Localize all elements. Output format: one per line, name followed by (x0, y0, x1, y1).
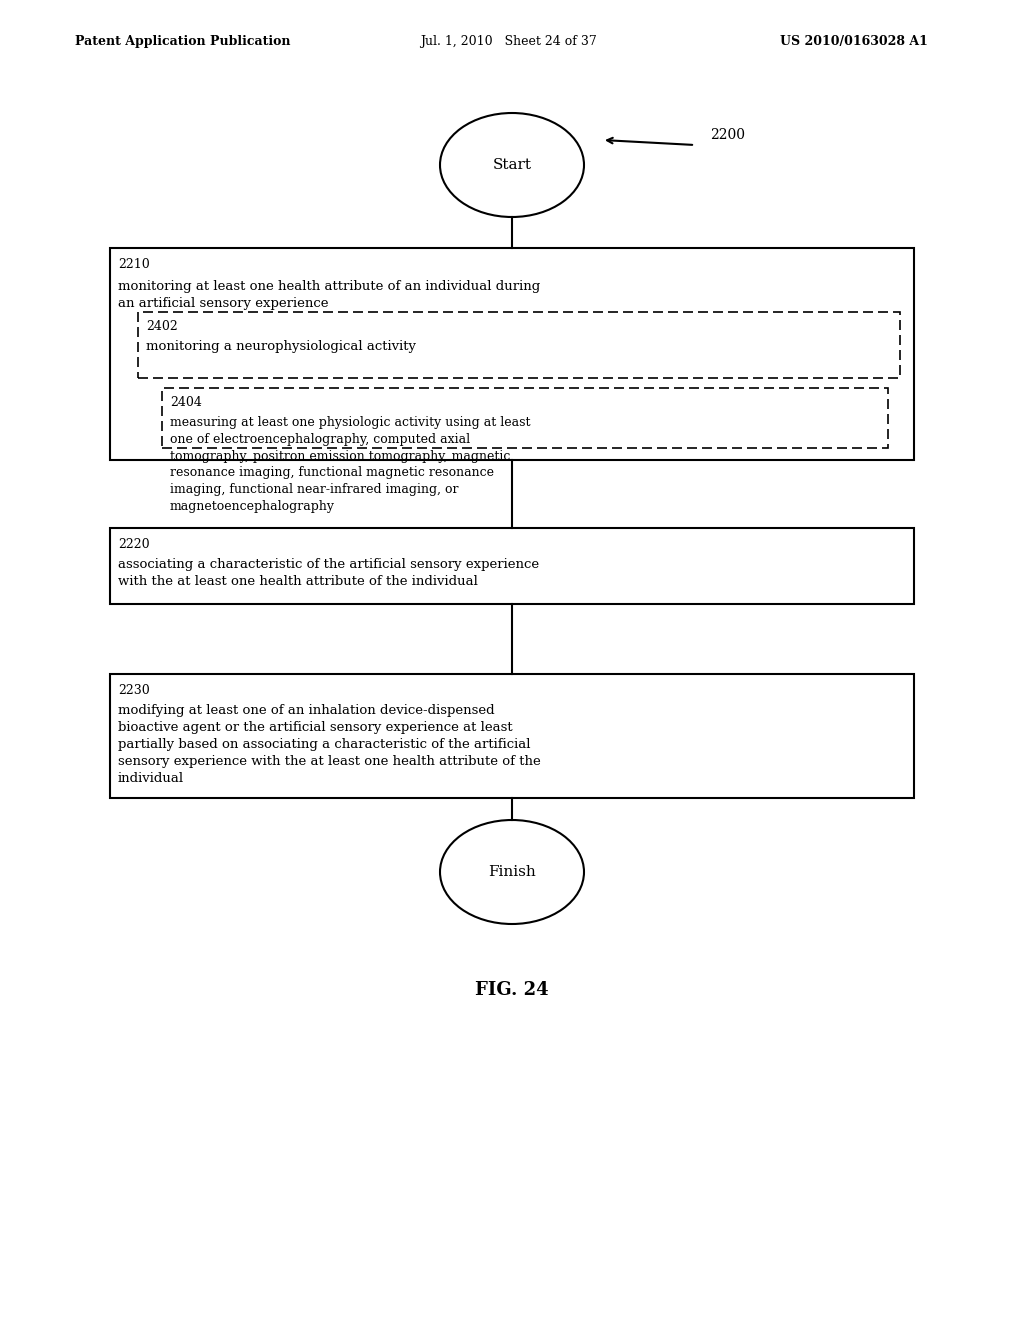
Text: US 2010/0163028 A1: US 2010/0163028 A1 (780, 36, 928, 48)
Text: modifying at least one of an inhalation device-dispensed
bioactive agent or the : modifying at least one of an inhalation … (118, 704, 541, 785)
Text: 2404: 2404 (170, 396, 202, 409)
Text: monitoring a neurophysiological activity: monitoring a neurophysiological activity (146, 341, 416, 352)
Text: Patent Application Publication: Patent Application Publication (75, 36, 291, 48)
Text: monitoring at least one health attribute of an individual during
an artificial s: monitoring at least one health attribute… (118, 280, 541, 310)
Text: Finish: Finish (488, 865, 536, 879)
Text: FIG. 24: FIG. 24 (475, 981, 549, 999)
Text: Start: Start (493, 158, 531, 172)
Text: Jul. 1, 2010   Sheet 24 of 37: Jul. 1, 2010 Sheet 24 of 37 (420, 36, 597, 48)
Text: measuring at least one physiologic activity using at least
one of electroencepha: measuring at least one physiologic activ… (170, 416, 530, 513)
Text: 2220: 2220 (118, 539, 150, 550)
Text: 2230: 2230 (118, 684, 150, 697)
Text: 2200: 2200 (710, 128, 745, 143)
Text: 2402: 2402 (146, 319, 178, 333)
Text: 2210: 2210 (118, 257, 150, 271)
Text: associating a characteristic of the artificial sensory experience
with the at le: associating a characteristic of the arti… (118, 558, 539, 587)
